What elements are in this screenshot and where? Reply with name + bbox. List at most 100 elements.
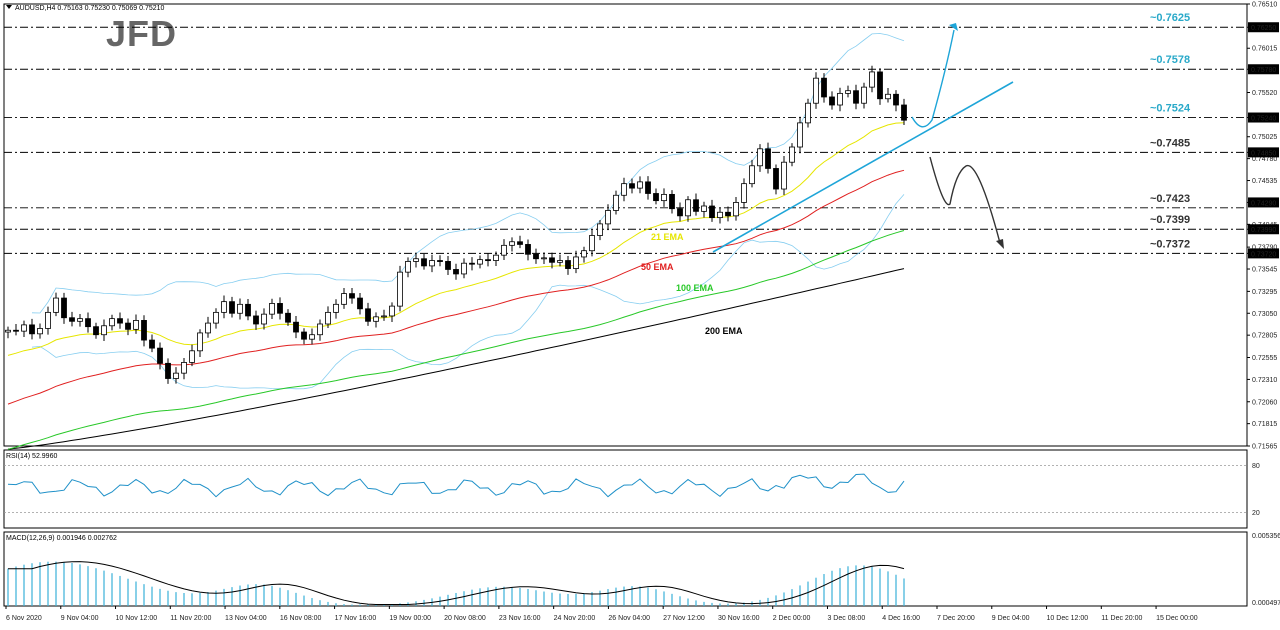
- candle-body: [221, 301, 227, 313]
- y-tick-label: 0.76510: [1252, 2, 1277, 9]
- x-tick-label: 17 Nov 16:00: [335, 615, 377, 622]
- x-tick-label: 10 Nov 12:00: [116, 615, 158, 622]
- price-level-box-label: 0.74850: [1251, 150, 1276, 157]
- candle-body: [85, 318, 91, 328]
- candle-body: [533, 253, 539, 260]
- x-tick-label: 7 Dec 20:00: [937, 615, 975, 622]
- y-tick-label: 0.72060: [1252, 399, 1277, 406]
- candle-body: [37, 328, 43, 335]
- price-level-box: [1248, 22, 1279, 33]
- candle-body: [701, 205, 707, 212]
- candle-body: [237, 303, 243, 314]
- candle-body: [413, 258, 419, 262]
- level-label: ~0.7485: [1150, 137, 1190, 149]
- x-tick-label: 16 Nov 08:00: [280, 615, 322, 622]
- x-tick-label: 4 Dec 16:00: [882, 615, 920, 622]
- candle-body: [853, 90, 859, 104]
- ema-label: 100 EMA: [676, 283, 714, 293]
- candle-body: [61, 297, 67, 319]
- candle-body: [757, 148, 763, 167]
- y-tick-label: 0.75520: [1252, 90, 1277, 97]
- x-tick-label: 19 Nov 00:00: [389, 615, 431, 622]
- level-label: ~0.7578: [1150, 54, 1190, 66]
- candle-body: [789, 146, 795, 163]
- x-tick-label: 10 Dec 12:00: [1047, 615, 1089, 622]
- price-level-box: [1248, 64, 1279, 75]
- x-tick-label: 26 Nov 04:00: [608, 615, 650, 622]
- candle-body: [45, 311, 51, 329]
- ema-21-line: [7, 122, 905, 356]
- price-level-box: [1248, 147, 1279, 158]
- candle-body: [357, 297, 363, 310]
- x-tick-label: 6 Nov 2020: [6, 615, 42, 622]
- y-tick-label: 0.72310: [1252, 377, 1277, 384]
- candle-body: [437, 260, 443, 262]
- candle-body: [397, 271, 403, 307]
- candle-body: [5, 329, 11, 333]
- x-tick-label: 20 Nov 08:00: [444, 615, 486, 622]
- candle-body: [29, 324, 35, 335]
- candle-body: [117, 318, 123, 324]
- x-tick-label: 23 Nov 16:00: [499, 615, 541, 622]
- candle-body: [21, 324, 27, 332]
- candle-body: [245, 303, 251, 317]
- candle-body: [517, 241, 523, 245]
- x-tick-label: 13 Nov 04:00: [225, 615, 267, 622]
- candle-body: [69, 317, 75, 322]
- ema-label: 50 EMA: [641, 262, 674, 272]
- price-level-box-label: 0.73720: [1251, 251, 1276, 258]
- candle-body: [301, 331, 307, 340]
- bearish-arrow-head: [996, 239, 1004, 249]
- candle-body: [109, 318, 115, 327]
- bullish-scenario-path: [911, 29, 955, 128]
- y-tick-label: 0.71565: [1252, 444, 1277, 451]
- candle-body: [349, 293, 355, 299]
- candle-body: [605, 210, 611, 225]
- y-tick-label: 0.73790: [1252, 245, 1277, 252]
- bollinger-lower-band: [31, 194, 905, 390]
- candle-body: [261, 313, 267, 325]
- candle-body: [157, 347, 163, 364]
- price-level-box-label: 0.74290: [1251, 200, 1276, 207]
- candle-body: [453, 269, 459, 275]
- candle-body: [813, 77, 819, 104]
- candle-body: [733, 202, 739, 217]
- candle-body: [565, 260, 571, 269]
- price-level-box-label: 0.75240: [1251, 116, 1276, 123]
- x-tick-label: 15 Dec 00:00: [1156, 615, 1198, 622]
- macd-tick-label: 0.005356: [1252, 533, 1280, 540]
- price-level-box: [1248, 197, 1279, 208]
- candle-body: [573, 256, 579, 269]
- candle-body: [717, 211, 723, 219]
- candle-body: [885, 93, 891, 100]
- level-label: ~0.7399: [1150, 214, 1190, 226]
- candle-body: [325, 311, 331, 325]
- candle-body: [589, 235, 595, 252]
- candle-body: [93, 326, 99, 336]
- candle-body: [869, 71, 875, 88]
- candle-body: [901, 104, 907, 121]
- candle-body: [197, 332, 203, 352]
- candle-body: [173, 372, 179, 379]
- candle-body: [645, 181, 651, 194]
- candle-body: [741, 183, 747, 203]
- candle-body: [253, 315, 259, 325]
- candle-body: [509, 241, 515, 246]
- candle-body: [181, 362, 187, 374]
- y-tick-label: 0.75025: [1252, 134, 1277, 141]
- y-tick-label: 0.74535: [1252, 178, 1277, 185]
- price-level-box: [1248, 248, 1279, 259]
- y-tick-label: 0.74780: [1252, 156, 1277, 163]
- y-tick-label: 0.73545: [1252, 267, 1277, 274]
- candle-body: [285, 312, 291, 323]
- price-level-box-label: 0.75780: [1251, 67, 1276, 74]
- ema-200-line: [7, 268, 905, 450]
- candle-body: [309, 334, 315, 340]
- x-tick-label: 27 Nov 12:00: [663, 615, 705, 622]
- candle-body: [189, 350, 195, 363]
- ema-label: 21 EMA: [651, 232, 684, 242]
- candle-body: [797, 122, 803, 148]
- candle-body: [877, 71, 883, 100]
- candle-body: [165, 362, 171, 379]
